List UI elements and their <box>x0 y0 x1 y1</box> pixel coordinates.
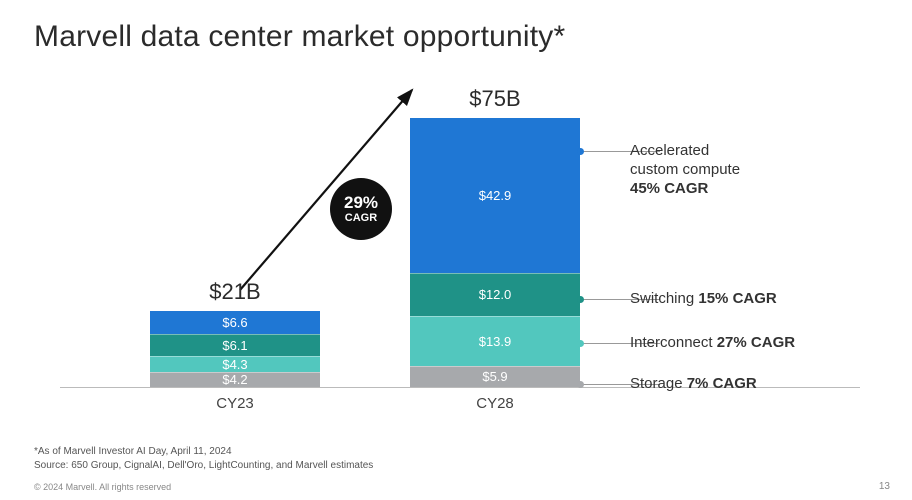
stacked-bar-chart: 29% CAGR $4.2$4.3$6.1$6.6 $21B CY23 $5.9$13… <box>60 80 620 410</box>
segment-storage: $5.9 <box>410 366 580 387</box>
annotation-compute: Acceleratedcustom compute45% CAGR <box>630 142 740 198</box>
bar-cy28: $5.9$13.9$12.0$42.9 <box>410 118 580 387</box>
page-number: 13 <box>879 481 890 492</box>
bar-x-label-cy23: CY23 <box>150 395 320 412</box>
cagr-badge: 29% CAGR <box>330 178 392 240</box>
segment-storage: $4.2 <box>150 372 320 387</box>
leader-dot <box>577 148 584 155</box>
segment-interconnect: $4.3 <box>150 356 320 371</box>
annotation-storage: Storage 7% CAGR <box>630 375 757 394</box>
copyright: © 2024 Marvell. All rights reserved <box>34 482 171 492</box>
bar-total-cy23: $21B <box>150 279 320 305</box>
segment-switching: $12.0 <box>410 273 580 316</box>
bar-total-cy28: $75B <box>410 86 580 112</box>
cagr-percent: 29% <box>344 194 378 213</box>
footnote-line: *As of Marvell Investor AI Day, April 11… <box>34 445 373 459</box>
segment-switching: $6.1 <box>150 334 320 356</box>
leader-dot <box>577 296 584 303</box>
chart-annotations: Acceleratedcustom compute45% CAGR Switchi… <box>630 80 890 410</box>
leader-dot <box>577 381 584 388</box>
leader-dot <box>577 340 584 347</box>
slide-footnotes: *As of Marvell Investor AI Day, April 11… <box>34 445 373 472</box>
slide: Marvell data center market opportunity* … <box>0 0 912 500</box>
annotation-switching: Switching 15% CAGR <box>630 290 777 309</box>
cagr-text: CAGR <box>345 212 377 224</box>
segment-interconnect: $13.9 <box>410 316 580 366</box>
growth-arrow <box>230 80 422 300</box>
bar-x-label-cy28: CY28 <box>410 395 580 412</box>
segment-compute: $42.9 <box>410 118 580 272</box>
bar-cy23: $4.2$4.3$6.1$6.6 <box>150 311 320 387</box>
footnote-line: Source: 650 Group, CignalAI, Dell'Oro, L… <box>34 459 373 473</box>
slide-title: Marvell data center market opportunity* <box>34 20 565 54</box>
segment-compute: $6.6 <box>150 311 320 335</box>
annotation-interconnect: Interconnect 27% CAGR <box>630 334 795 353</box>
